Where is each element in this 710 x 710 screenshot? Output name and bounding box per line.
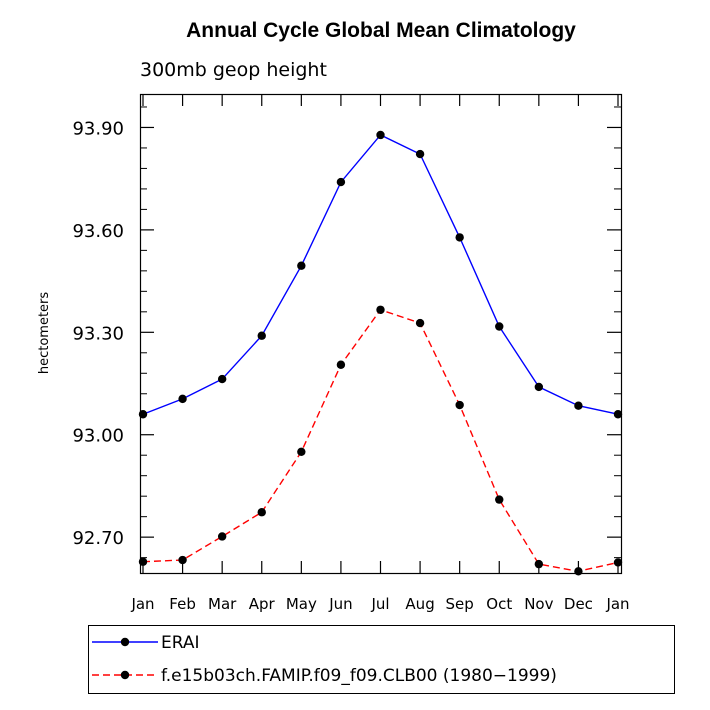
legend-label-1: f.e15b03ch.FAMIP.f09_f09.CLB00 (1980−199…	[161, 666, 557, 686]
series-1-point	[138, 557, 148, 566]
series-1-point	[376, 305, 385, 314]
series-0-point	[534, 382, 544, 392]
series-0-point	[178, 394, 187, 404]
series-0-point	[613, 410, 623, 419]
y-tick-labels: 92.70 93.00 93.30 93.60 93.90	[72, 118, 124, 549]
series-1-point	[613, 558, 623, 567]
chart-title: Annual Cycle Global Mean Climatology	[186, 19, 576, 42]
y-tick-label: 93.30	[72, 323, 124, 344]
series-1-point	[297, 447, 306, 456]
series-line-1	[142, 308, 619, 573]
series-0-point	[336, 177, 346, 187]
series-0-point	[217, 374, 227, 384]
series-0-point	[257, 331, 266, 340]
series-layer	[138, 130, 623, 576]
y-tick-label: 93.60	[72, 221, 124, 242]
series-1-point	[217, 532, 227, 541]
y-tick-label: 93.00	[72, 426, 124, 447]
y-tick-label: 93.90	[72, 118, 124, 139]
axis-ticks	[140, 94, 621, 573]
plot-frame	[139, 93, 623, 575]
x-tick-label: Feb	[169, 595, 196, 613]
series-1-point	[257, 508, 266, 517]
series-1-point	[574, 567, 583, 576]
series-0-point	[376, 130, 385, 140]
legend-marker-0	[120, 637, 130, 647]
x-tick-label: Mar	[208, 595, 237, 613]
x-tick-label: Dec	[564, 595, 593, 613]
series-0-point	[415, 149, 425, 159]
x-tick-label: Jul	[370, 595, 389, 613]
x-tick-label: Jan	[605, 595, 629, 613]
x-tick-label: Jan	[130, 595, 154, 613]
legend-label-0: ERAI	[161, 633, 200, 653]
series-1-point	[336, 360, 346, 369]
legend-box	[88, 625, 675, 694]
x-tick-label: Aug	[405, 595, 434, 613]
series-1-point	[178, 555, 187, 565]
y-axis-label: hectometers	[37, 292, 52, 375]
series-0-point	[495, 322, 504, 331]
series-1-point	[495, 495, 504, 504]
chart-subtitle: 300mb geop height	[140, 59, 327, 81]
x-tick-label: May	[286, 595, 317, 613]
x-tick-label: Jun	[328, 595, 352, 613]
series-0-point	[138, 410, 148, 419]
legend: ERAI f.e15b03ch.FAMIP.f09_f09.CLB00 (1980…	[92, 633, 557, 686]
x-tick-label: Apr	[249, 595, 276, 613]
x-tick-label: Oct	[486, 595, 512, 613]
series-0-point	[574, 401, 583, 410]
series-1-point	[455, 400, 464, 410]
series-0-point	[297, 261, 306, 270]
y-tick-label: 92.70	[72, 528, 124, 549]
x-tick-label: Sep	[446, 595, 474, 613]
series-1-point	[415, 318, 425, 328]
legend-marker-1	[120, 670, 130, 680]
series-1-point	[534, 559, 544, 569]
series-0-point	[455, 233, 464, 242]
x-tick-label: Nov	[524, 595, 553, 613]
series-line-0	[142, 134, 619, 415]
x-tick-labels: Jan Feb Mar Apr May Jun Jul Aug Sep Oct Nov Dec Jan	[130, 595, 629, 613]
